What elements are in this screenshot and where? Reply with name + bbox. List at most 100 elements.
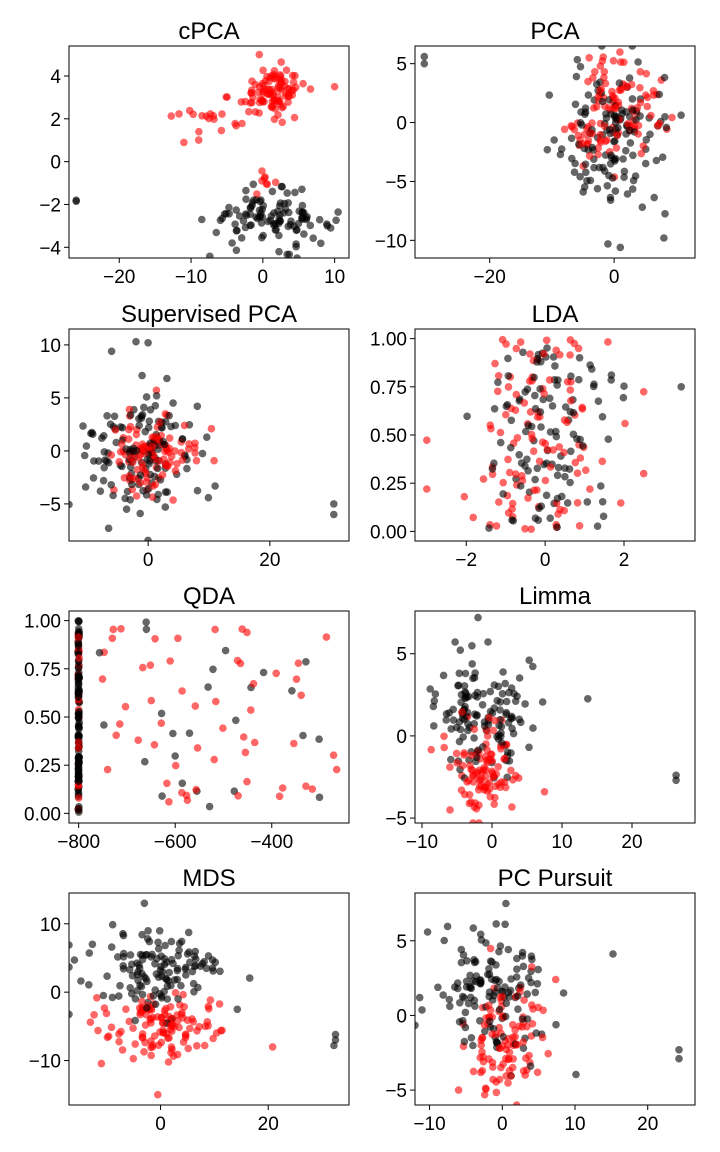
scatter-point-group_b: [251, 108, 260, 116]
scatter-point-group_b: [609, 57, 618, 65]
scatter-point-group_a: [169, 399, 177, 407]
scatter-point-group_a: [275, 247, 283, 256]
scatter-point-group_a: [136, 471, 145, 479]
scatter-point-group_b: [152, 432, 160, 441]
y-tick-label: 0.75: [24, 660, 61, 681]
scatter-point-group_a: [142, 951, 150, 959]
scatter-point-group_a: [543, 145, 552, 154]
scatter-point-group_b: [494, 387, 502, 396]
scatter-point-group_a: [122, 505, 131, 513]
scatter-point-group_a: [126, 411, 135, 419]
scatter-point-group_a: [184, 928, 193, 937]
scatter-point-group_a: [74, 642, 83, 651]
scatter-point-group_a: [442, 716, 451, 724]
scatter-point-group_a: [264, 217, 272, 226]
scatter-point-group_a: [119, 953, 128, 961]
scatter-point-group_a: [641, 159, 650, 168]
scatter-point-group_b: [576, 454, 585, 462]
scatter-point-group_a: [511, 697, 520, 705]
scatter-point-group_a: [535, 504, 543, 513]
scatter-point-group_b: [86, 1018, 95, 1026]
scatter-point-group_a: [100, 432, 108, 440]
scatter-point-group_a: [469, 674, 477, 683]
scatter-point-group_b: [241, 748, 250, 757]
scatter-point-group_a: [89, 474, 98, 482]
panel-4: QDA −800 −600 −400 0.00 0.25 0.50 0.75 1.00: [24, 583, 350, 853]
scatter-point-group_a: [620, 173, 628, 181]
scatter-point-group_b: [192, 456, 201, 465]
scatter-point-group_a: [529, 724, 537, 732]
panel-title: cPCA: [178, 18, 239, 45]
scatter-point-group_b: [566, 386, 575, 394]
scatter-point-group_a: [602, 110, 610, 118]
scatter-point-group_a: [245, 974, 254, 982]
scatter-point-group_a: [515, 674, 524, 682]
scatter-point-group_a: [242, 195, 250, 203]
scatter-point-group_b: [278, 103, 287, 112]
scatter-point-group_b: [102, 1009, 111, 1018]
scatter-point-group_b: [503, 1041, 512, 1049]
scatter-point-group_a: [237, 234, 246, 242]
scatter-point-group_a: [220, 210, 229, 218]
scatter-point-group_a: [634, 58, 642, 66]
scatter-point-group_b: [103, 765, 112, 774]
scatter-point-group_a: [554, 376, 562, 384]
scatter-point-group_a: [477, 978, 485, 987]
scatter-point-group_b: [598, 57, 607, 65]
scatter-point-group_b: [483, 780, 491, 788]
scatter-point-group_b: [178, 687, 186, 695]
scatter-point-group_b: [543, 445, 552, 454]
scatter-point-group_a: [636, 112, 644, 120]
scatter-point-group_b: [191, 443, 199, 452]
scatter-point-group_b: [504, 1055, 513, 1064]
scatter-point-group_b: [185, 106, 194, 115]
scatter-point-group_b: [175, 110, 183, 118]
scatter-point-group_b: [239, 733, 248, 741]
scatter-point-group_b: [250, 738, 259, 747]
scatter-point-group_a: [154, 944, 163, 953]
scatter-point-group_b: [161, 447, 169, 456]
scatter-point-group_b: [291, 71, 299, 80]
scatter-point-group_b: [551, 975, 560, 984]
scatter-point-group_b: [452, 749, 461, 758]
scatter-point-group_a: [191, 947, 200, 956]
scatter-point-group_a: [228, 239, 236, 247]
scatter-point-group_a: [426, 685, 435, 693]
scatter-point-group_a: [232, 246, 241, 255]
panel-title: QDA: [183, 583, 235, 610]
scatter-point-group_a: [504, 719, 513, 727]
scatter-point-group_a: [165, 411, 173, 420]
scatter-point-group_b: [460, 492, 469, 501]
scatter-point-group_a: [557, 145, 566, 153]
scatter-point-group_a: [518, 1015, 527, 1023]
x-tick-label: 0: [143, 550, 154, 571]
scatter-point-group_a: [151, 986, 159, 994]
scatter-point-group_b: [247, 706, 255, 714]
scatter-point-group_a: [467, 1034, 476, 1042]
scatter-point-group_a: [571, 100, 580, 109]
scatter-point-group_b: [117, 625, 125, 633]
scatter-point-group_b: [507, 1072, 515, 1080]
scatter-point-group_b: [505, 468, 514, 477]
scatter-point-group_a: [225, 203, 233, 212]
scatter-point-group_b: [469, 513, 478, 522]
scatter-point-group_a: [597, 482, 605, 490]
scatter-point-group_b: [186, 1024, 194, 1033]
scatter-point-group_a: [128, 480, 136, 489]
scatter-point-group_b: [567, 397, 575, 405]
scatter-point-group_a: [153, 464, 162, 473]
scatter-point-group_a: [603, 182, 612, 190]
scatter-point-group_a: [177, 981, 185, 990]
scatter-point-group_a: [459, 714, 467, 723]
scatter-point-group_a: [81, 483, 90, 491]
scatter-point-group_b: [290, 113, 299, 122]
scatter-point-group_b: [97, 1059, 106, 1068]
scatter-point-group_a: [608, 174, 617, 182]
scatter-point-group_a: [157, 709, 166, 718]
scatter-point-group_a: [206, 252, 214, 258]
y-tick-label: 5: [396, 932, 407, 953]
scatter-point-group_a: [532, 1029, 540, 1037]
scatter-point-group_a: [163, 995, 172, 1003]
scatter-point-group_a: [567, 134, 576, 143]
scatter-point-group_b: [519, 1038, 527, 1046]
